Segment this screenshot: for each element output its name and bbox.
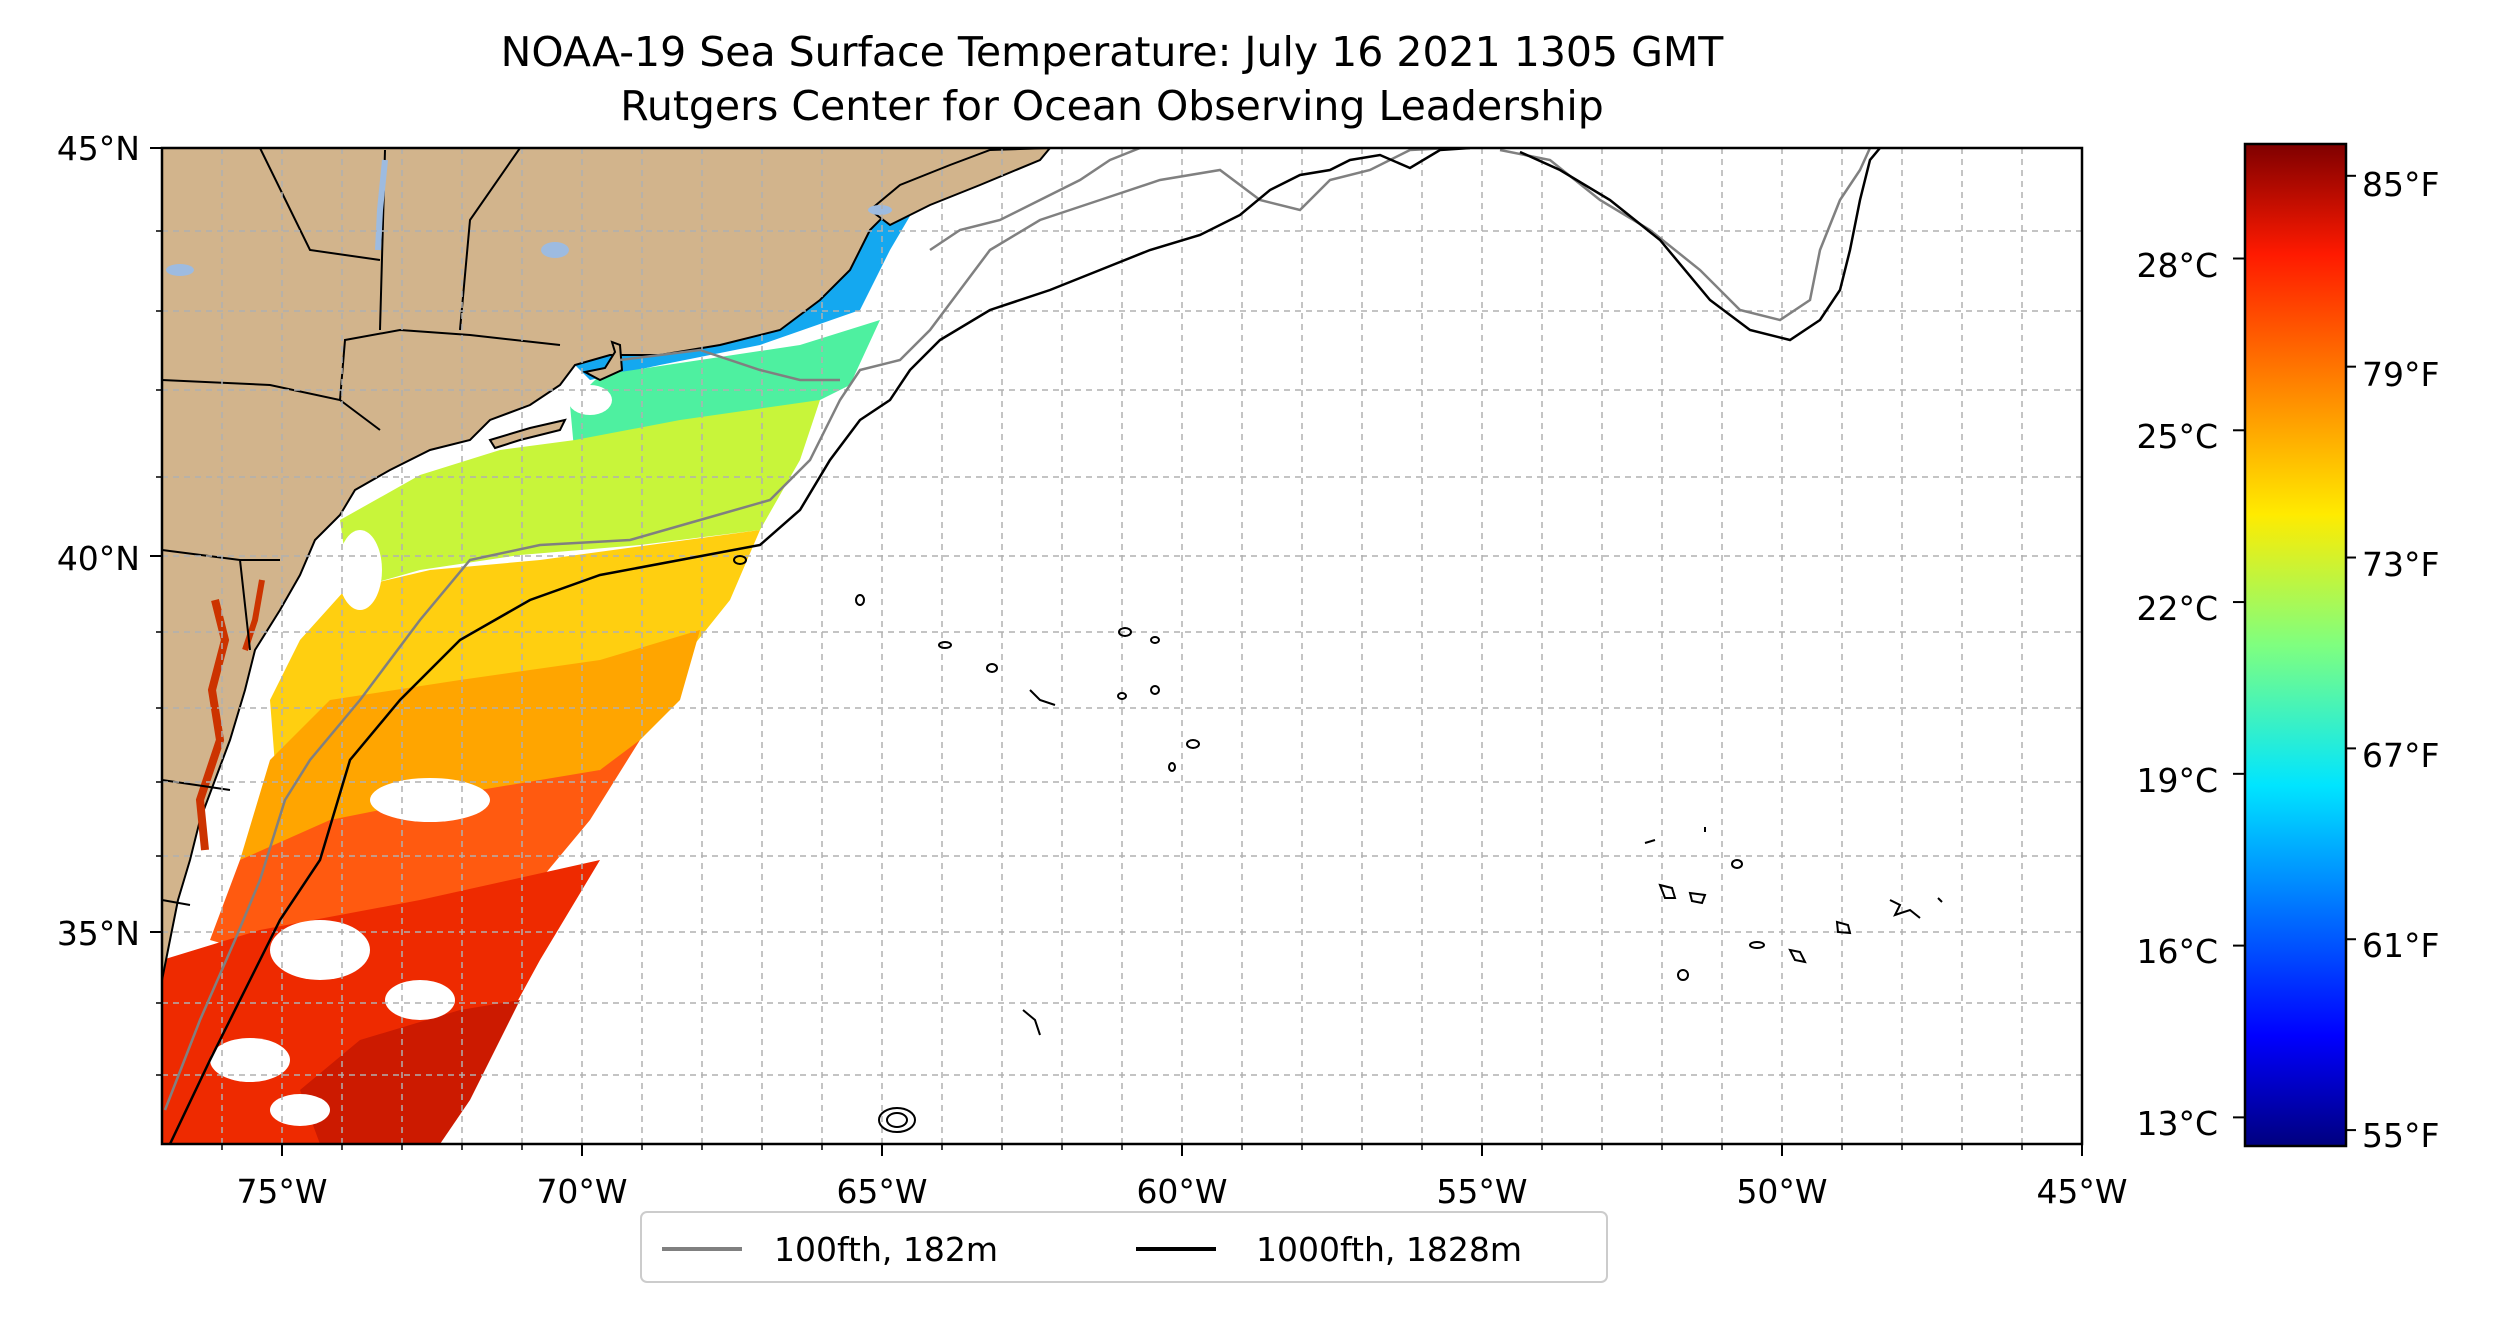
cape-cod (582, 340, 624, 382)
lon-tick-labels: 75°W 70°W 65°W 60°W 55°W 50°W 45°W (236, 1172, 2127, 1211)
colorbar-ticks (2233, 174, 2356, 1132)
legend: 100fth, 182m 1000fth, 1828m (640, 1211, 1608, 1283)
lon-tick-label-70w: 70°W (536, 1172, 627, 1211)
sst-band-warm-core (300, 1000, 520, 1144)
legend-box (640, 1211, 1608, 1283)
lon-tick-label-55w: 55°W (1436, 1172, 1527, 1211)
lake (868, 205, 892, 215)
sst-band-shelf-north (340, 400, 820, 590)
cloud-gap (568, 385, 612, 415)
colorbar-celsius-label-13: 13°C (2136, 1104, 2218, 1143)
colorbar-celsius-label-16: 16°C (2136, 932, 2218, 971)
isobath-1000fth (168, 148, 1881, 1144)
cloud-gap (270, 920, 370, 980)
colorbar-fahrenheit-label-55: 55°F (2362, 1116, 2439, 1155)
sst-band-slope (240, 630, 700, 860)
lon-tick-label-50w: 50°W (1736, 1172, 1827, 1211)
colorbar-fahrenheit-label-67: 67°F (2362, 736, 2439, 775)
long-island (488, 418, 567, 450)
sst-band-offshore (210, 740, 640, 960)
lat-tick-label-35: 35°N (57, 914, 140, 953)
colorbar-fahrenheit-label-73: 73°F (2362, 545, 2439, 584)
cloud-gap (338, 530, 382, 610)
colorbar-celsius-label-28: 28°C (2136, 246, 2218, 285)
axis-ticks (150, 147, 2083, 1156)
lon-tick-label-45w: 45°W (2036, 1172, 2127, 1211)
legend-label-100fth: 100fth, 182m (774, 1230, 998, 1269)
lake-champlain (375, 159, 388, 251)
colorbar-fahrenheit-label-79: 79°F (2362, 355, 2439, 394)
colorbar-celsius-label-25: 25°C (2136, 417, 2218, 456)
title-line-2: Rutgers Center for Ocean Observing Leade… (620, 82, 1604, 130)
cloud-gap (210, 1038, 290, 1082)
cloud-gap (370, 778, 490, 822)
colorbar-fahrenheit-label-61: 61°F (2362, 926, 2439, 965)
seamounts (733, 555, 1943, 1133)
title-line-1: NOAA-19 Sea Surface Temperature: July 16… (501, 28, 1725, 76)
land (162, 148, 1052, 981)
colorbar-celsius-label-22: 22°C (2136, 589, 2218, 628)
chesapeake-bay (195, 599, 230, 851)
map-panel (162, 148, 2082, 1144)
legend-label-1000fth: 1000fth, 1828m (1256, 1230, 1522, 1269)
land-mass (162, 148, 1046, 981)
colorbar: 28°C 25°C 22°C 19°C 16°C 13°C 85°F 79°F … (2136, 142, 2439, 1155)
lon-tick-label-65w: 65°W (836, 1172, 927, 1211)
state-borders (162, 148, 561, 906)
gridlines (162, 148, 2082, 1144)
isobath-100fth (163, 148, 1872, 1111)
colorbar-celsius-label-19: 19°C (2136, 761, 2218, 800)
isobaths (163, 148, 1943, 1144)
lon-tick-label-75w: 75°W (236, 1172, 327, 1211)
lat-tick-label-40: 40°N (57, 539, 140, 578)
lake (541, 242, 569, 258)
colorbar-gradient (2243, 142, 2348, 1148)
lon-tick-label-60w: 60°W (1136, 1172, 1227, 1211)
nova-scotia (868, 148, 1052, 227)
lake (166, 264, 194, 276)
cloud-gap (385, 980, 455, 1020)
cloud-gap (270, 1094, 330, 1126)
colorbar-fahrenheit-label-85: 85°F (2362, 165, 2439, 204)
lat-tick-labels: 45°N 40°N 35°N (57, 129, 140, 953)
lat-tick-label-45: 45°N (57, 129, 140, 168)
